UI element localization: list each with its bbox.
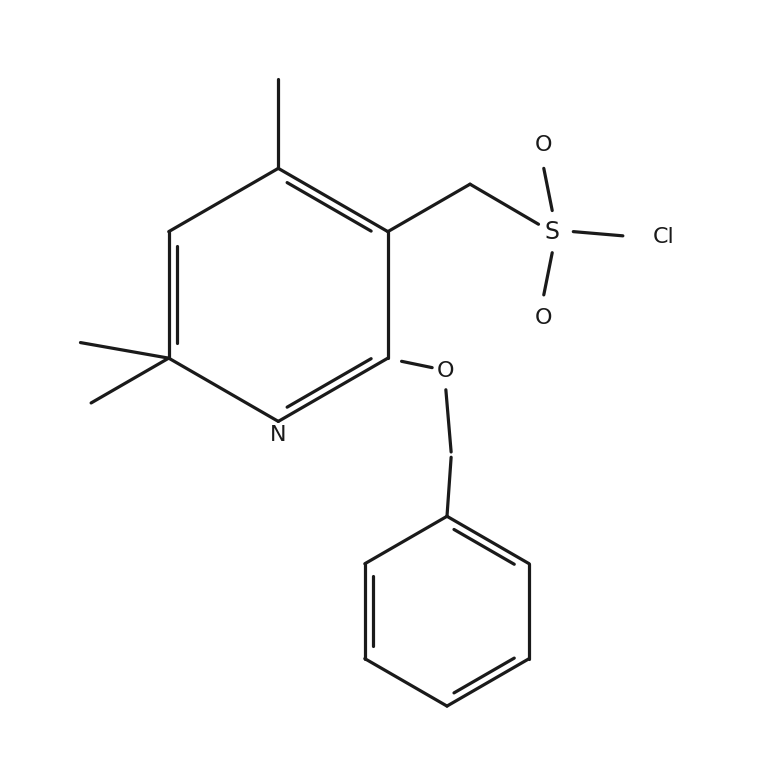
Text: O: O [535, 135, 552, 155]
Text: O: O [437, 361, 454, 381]
Text: N: N [270, 425, 286, 445]
Text: S: S [545, 220, 559, 244]
Text: Cl: Cl [653, 227, 674, 247]
Text: O: O [535, 308, 552, 328]
